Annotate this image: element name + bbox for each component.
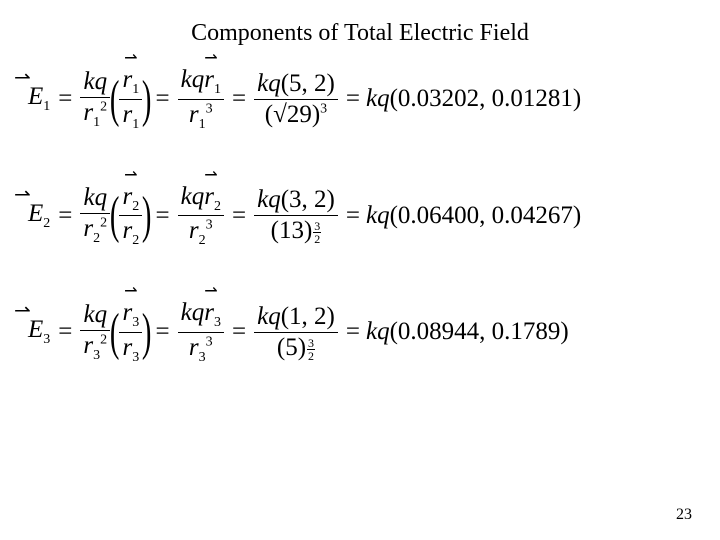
numerator: kq⇀r2 xyxy=(178,182,224,216)
equation-row: ⇀ E1 = kq r12 ( ⇀r1 r1 ) = kq⇀r1 r13 xyxy=(28,65,700,134)
numerator: kq xyxy=(80,300,110,330)
vector-E: ⇀ E1 xyxy=(28,83,50,115)
equals-sign: = xyxy=(232,85,246,113)
denominator: r32 xyxy=(80,331,110,365)
vector-arrow-icon: ⇀ xyxy=(204,282,214,301)
numerator: ⇀r3 xyxy=(119,298,142,332)
fraction: kq r12 xyxy=(80,67,110,132)
equals-sign: = xyxy=(346,85,360,113)
denominator: (√29)3 xyxy=(262,100,330,130)
vector-arrow-icon: ⇀ xyxy=(204,49,214,68)
fraction: kq(3, 2) (13)32 xyxy=(254,185,338,246)
E-subscript: 3 xyxy=(43,332,50,347)
vector-arrow-icon: ⇀ xyxy=(119,49,142,68)
denominator: r22 xyxy=(80,214,110,248)
equals-sign: = xyxy=(58,318,72,346)
numerator: kq⇀r3 xyxy=(178,298,224,332)
equals-sign: = xyxy=(346,202,360,230)
vector-arrow-icon: ⇀ xyxy=(119,282,142,301)
equation-row: ⇀ E2 = kq r22 ( ⇀r2 r2 ) = kq⇀r2 r23 xyxy=(28,182,700,251)
equals-sign: = xyxy=(346,318,360,346)
denominator: (5)32 xyxy=(274,333,318,363)
denominator: (13)32 xyxy=(268,216,325,246)
page-number: 23 xyxy=(676,506,692,524)
numerator: ⇀r2 xyxy=(119,182,142,216)
vector-arrow-icon: ⇀ xyxy=(119,166,142,185)
E-subscript: 2 xyxy=(43,216,50,231)
vector-arrow-icon: ⇀ xyxy=(204,166,214,185)
fraction: ⇀r1 r1 xyxy=(119,65,142,134)
numerator: kq xyxy=(80,67,110,97)
equals-sign: = xyxy=(156,85,170,113)
right-paren-icon: ) xyxy=(142,312,152,354)
fraction: ⇀r3 r3 xyxy=(119,298,142,367)
equals-sign: = xyxy=(232,318,246,346)
left-paren-icon: ( xyxy=(110,312,120,354)
denominator: r2 xyxy=(119,216,142,250)
numerator: kq(5, 2) xyxy=(254,69,338,99)
slide: Components of Total Electric Field ⇀ E1 … xyxy=(0,0,720,540)
fraction: ⇀r2 r2 xyxy=(119,182,142,251)
result: kq(0.08944, 0.1789) xyxy=(366,318,569,346)
equation-row: ⇀ E3 = kq r32 ( ⇀r3 r3 ) = kq⇀r3 r33 xyxy=(28,298,700,367)
equation-block: ⇀ E1 = kq r12 ( ⇀r1 r1 ) = kq⇀r1 r13 xyxy=(20,65,700,367)
fraction: kq r32 xyxy=(80,300,110,365)
denominator: r3 xyxy=(119,333,142,367)
equals-sign: = xyxy=(232,202,246,230)
fraction: kq(1, 2) (5)32 xyxy=(254,302,338,363)
numerator: kq(1, 2) xyxy=(254,302,338,332)
vector-arrow-icon: ⇀ xyxy=(14,298,31,323)
equals-sign: = xyxy=(58,202,72,230)
result: kq(0.06400, 0.04267) xyxy=(366,202,581,230)
result: kq(0.03202, 0.01281) xyxy=(366,85,581,113)
fraction: kq⇀r2 r23 xyxy=(178,182,224,251)
right-paren-icon: ) xyxy=(142,195,152,237)
right-paren-icon: ) xyxy=(142,79,152,121)
E-subscript: 1 xyxy=(43,99,50,114)
equals-sign: = xyxy=(58,85,72,113)
numerator: kq⇀r1 xyxy=(178,65,224,99)
slide-title: Components of Total Electric Field xyxy=(20,20,700,47)
vector-E: ⇀ E2 xyxy=(28,200,50,232)
fraction: kq r22 xyxy=(80,183,110,248)
fraction: kq⇀r1 r13 xyxy=(178,65,224,134)
numerator: ⇀r1 xyxy=(119,65,142,99)
vector-arrow-icon: ⇀ xyxy=(14,182,31,207)
fraction: kq⇀r3 r33 xyxy=(178,298,224,367)
denominator: r12 xyxy=(80,98,110,132)
denominator: r33 xyxy=(186,333,216,367)
vector-arrow-icon: ⇀ xyxy=(14,65,31,90)
denominator: r23 xyxy=(186,216,216,250)
denominator: r1 xyxy=(119,100,142,134)
vector-E: ⇀ E3 xyxy=(28,316,50,348)
denominator: r13 xyxy=(186,100,216,134)
numerator: kq xyxy=(80,183,110,213)
left-paren-icon: ( xyxy=(110,79,120,121)
equals-sign: = xyxy=(156,202,170,230)
equals-sign: = xyxy=(156,318,170,346)
fraction: kq(5, 2) (√29)3 xyxy=(254,69,338,130)
numerator: kq(3, 2) xyxy=(254,185,338,215)
left-paren-icon: ( xyxy=(110,195,120,237)
